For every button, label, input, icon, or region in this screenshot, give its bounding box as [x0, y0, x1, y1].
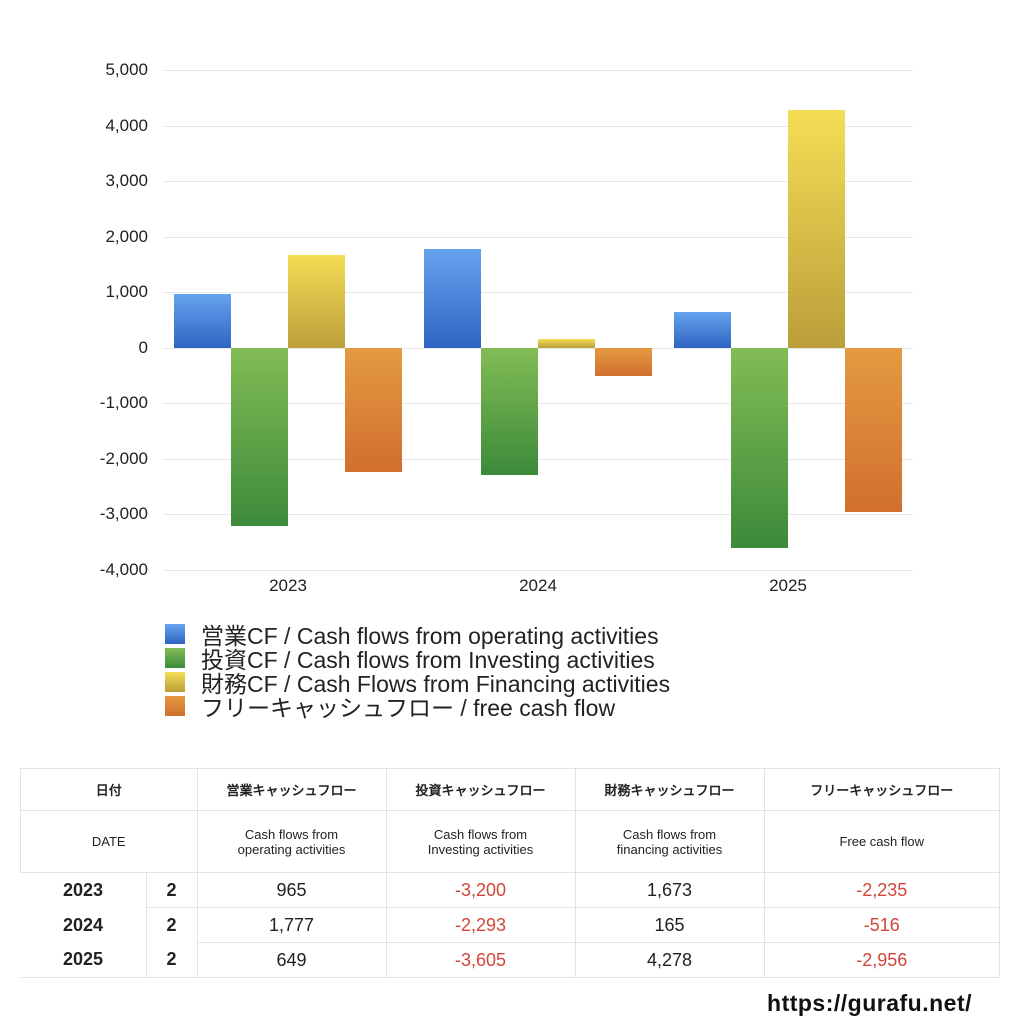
cash-flow-bar-chart: 5,000 4,000 3,000 2,000 1,000 0 -1,000 -2,000 -3… — [99, 60, 913, 595]
bar-2025-series-2 — [788, 110, 845, 348]
y-tick-label: -2,000 — [99, 448, 148, 468]
cell-free: -2,956 — [763, 942, 1000, 978]
bar-2024-series-3 — [595, 347, 652, 377]
header-date-jp: 日付 — [20, 768, 198, 811]
table-row: 2025 2 649 -3,605 4,278 -2,956 — [20, 942, 1000, 978]
y-tick-label: 2,000 — [105, 226, 148, 246]
table-row: 2024 2 1,777 -2,293 165 -516 — [20, 907, 1000, 943]
header-line: operating activities — [237, 841, 346, 857]
cell-financing: 1,673 — [574, 872, 765, 908]
row-year: 2025 — [20, 942, 147, 978]
header-free-jp: フリーキャッシュフロー — [763, 768, 1000, 811]
legend-label: 営業CF / Cash flows from operating activit… — [201, 623, 659, 649]
gridline — [163, 236, 913, 238]
legend-swatch-financing — [165, 672, 185, 692]
cash-flow-table: 日付 営業キャッシュフロー 投資キャッシュフロー 財務キャッシュフロー フリーキ… — [20, 768, 1000, 978]
header-date-en: DATE — [20, 810, 198, 873]
cell-investing: -3,605 — [385, 942, 576, 978]
legend-swatch-investing — [165, 648, 185, 668]
x-tick-label: 2024 — [519, 576, 557, 595]
y-tick-label: 4,000 — [105, 115, 148, 135]
row-quarter: 2 — [145, 907, 198, 943]
header-line: Cash flows from — [433, 826, 528, 842]
cell-investing: -3,200 — [385, 872, 576, 908]
cell-financing: 4,278 — [574, 942, 765, 978]
header-financing-jp: 財務キャッシュフロー — [574, 768, 765, 811]
legend-label: 財務CF / Cash Flows from Financing activit… — [201, 671, 671, 697]
gridline — [163, 570, 913, 571]
legend-swatch-free — [165, 696, 185, 716]
bar-2023-series-2 — [288, 254, 345, 348]
y-tick-label: -4,000 — [99, 560, 148, 579]
cell-operating: 649 — [196, 942, 387, 978]
bar-2025-series-0 — [674, 311, 731, 348]
legend-item-investing: 投資CF / Cash flows from Investing activit… — [165, 646, 670, 673]
header-line: financing activities — [616, 841, 723, 857]
bar-2024-series-2 — [538, 338, 595, 348]
table-header-jp: 日付 営業キャッシュフロー 投資キャッシュフロー 財務キャッシュフロー フリーキ… — [20, 768, 1000, 811]
header-line: DATE — [91, 834, 126, 849]
y-tick-label: 3,000 — [105, 171, 148, 191]
header-free-en: Free cash flow — [763, 810, 1000, 873]
gridline — [163, 181, 913, 183]
table-header-en: DATE Cash flows from operating activities… — [20, 810, 1000, 873]
legend-label: フリーキャッシュフロー / free cash flow — [201, 695, 616, 721]
table-row: 2023 2 965 -3,200 1,673 -2,235 — [20, 872, 1000, 908]
bar-2023-series-1 — [231, 347, 288, 526]
cell-operating: 1,777 — [196, 907, 387, 943]
legend-item-financing: 財務CF / Cash Flows from Financing activit… — [165, 670, 670, 697]
gridline — [163, 458, 913, 460]
header-line: Cash flows from — [244, 826, 339, 842]
legend-swatch-operating — [165, 624, 185, 644]
legend-item-operating: 営業CF / Cash flows from operating activit… — [165, 622, 670, 649]
bar-2023-series-0 — [174, 294, 231, 348]
bar-2023-series-3 — [345, 347, 402, 472]
header-operating-jp: 営業キャッシュフロー — [196, 768, 387, 811]
gridline — [163, 70, 913, 71]
y-tick-label: -3,000 — [99, 504, 148, 524]
gridline — [163, 347, 913, 349]
y-tick-label: 5,000 — [105, 60, 148, 79]
gridline — [163, 292, 913, 294]
header-operating-en: Cash flows from operating activities — [196, 810, 387, 873]
cell-financing: 165 — [574, 907, 765, 943]
header-line: Free cash flow — [839, 834, 925, 849]
header-financing-en: Cash flows from financing activities — [574, 810, 765, 873]
bar-2024-series-1 — [481, 347, 538, 476]
header-investing-jp: 投資キャッシュフロー — [385, 768, 576, 811]
site-url: https://gurafu.net/ — [767, 990, 972, 1016]
header-line: Investing activities — [427, 841, 534, 857]
gridline — [163, 125, 913, 127]
y-tick-label: -1,000 — [99, 393, 148, 413]
row-quarter: 2 — [145, 942, 198, 978]
y-tick-label: 1,000 — [105, 282, 148, 302]
legend-item-free-cash-flow: フリーキャッシュフロー / free cash flow — [165, 694, 670, 721]
row-quarter: 2 — [145, 872, 198, 908]
header-line: Cash flows from — [622, 826, 717, 842]
cell-free: -2,235 — [763, 872, 1000, 908]
cell-free: -516 — [763, 907, 1000, 943]
header-investing-en: Cash flows from Investing activities — [385, 810, 576, 873]
legend-label: 投資CF / Cash flows from Investing activit… — [201, 647, 655, 673]
bar-2024-series-0 — [424, 249, 481, 348]
x-tick-label: 2025 — [769, 576, 807, 595]
y-tick-label: 0 — [138, 337, 148, 357]
row-year: 2024 — [20, 907, 147, 943]
x-tick-label: 2023 — [269, 576, 307, 595]
cell-operating: 965 — [196, 872, 387, 908]
cell-investing: -2,293 — [385, 907, 576, 943]
row-year: 2023 — [20, 872, 147, 908]
gridline — [163, 403, 913, 405]
bar-2025-series-3 — [845, 347, 902, 512]
gridline — [163, 514, 913, 516]
bar-2025-series-1 — [731, 347, 788, 549]
chart-legend: 営業CF / Cash flows from operating activit… — [165, 622, 670, 721]
